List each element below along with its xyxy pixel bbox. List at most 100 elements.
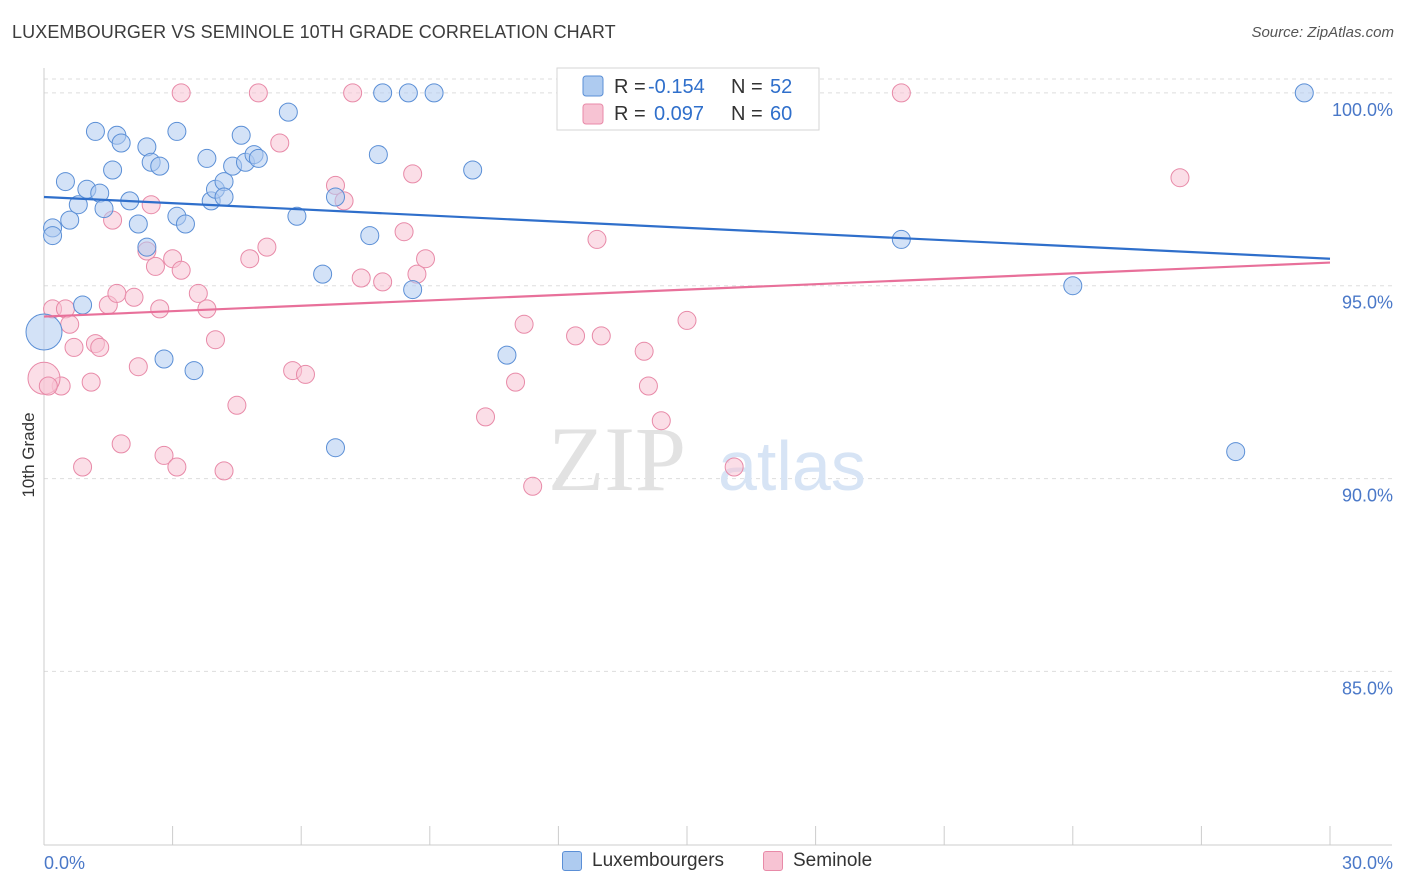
seminole-point bbox=[257, 237, 277, 257]
legend-n-label-2: N = bbox=[731, 103, 763, 125]
seminole-point bbox=[64, 337, 84, 357]
luxembourgers-point bbox=[167, 121, 187, 141]
luxembourgers-trend-line bbox=[43, 195, 1331, 260]
luxembourgers-points bbox=[25, 83, 1314, 462]
seminole-points bbox=[27, 83, 1190, 496]
legend-r-label-1: R = bbox=[614, 76, 646, 98]
luxembourgers-point bbox=[43, 226, 63, 246]
seminole-point bbox=[111, 434, 131, 454]
legend-r-label-2: R = bbox=[614, 103, 646, 125]
seminole-point bbox=[523, 476, 543, 496]
seminole-point bbox=[270, 133, 290, 153]
luxembourgers-point bbox=[248, 148, 268, 168]
y-tick-label: 95.0% bbox=[1342, 293, 1393, 313]
legend-n-value-1: 52 bbox=[770, 76, 792, 98]
seminole-point bbox=[634, 341, 654, 361]
luxembourgers-point bbox=[373, 83, 393, 103]
seminole-point bbox=[351, 268, 371, 288]
seminole-point bbox=[240, 249, 260, 269]
luxembourgers-point bbox=[1063, 276, 1083, 296]
seminole-point bbox=[373, 272, 393, 292]
luxembourgers-point bbox=[184, 361, 204, 381]
trend-lines bbox=[43, 195, 1331, 318]
legend-swatch-blue bbox=[582, 75, 604, 97]
legend-item-seminole: Seminole bbox=[763, 850, 872, 872]
legend-label-seminole: Seminole bbox=[793, 850, 873, 871]
luxembourgers-point bbox=[398, 83, 418, 103]
seminole-point bbox=[188, 283, 208, 303]
seminole-point bbox=[60, 314, 80, 334]
seminole-point bbox=[205, 330, 225, 350]
seminole-point bbox=[171, 83, 191, 103]
luxembourgers-point bbox=[231, 125, 251, 145]
seminole-point bbox=[891, 83, 911, 103]
legend-swatch-pink bbox=[582, 103, 604, 125]
x-tick-label: 30.0% bbox=[1342, 853, 1393, 873]
luxembourgers-point bbox=[1226, 442, 1246, 462]
watermark: ZIP atlas bbox=[548, 408, 866, 510]
seminole-point bbox=[248, 83, 268, 103]
luxembourgers-point bbox=[1294, 83, 1314, 103]
y-tick-label: 85.0% bbox=[1342, 678, 1393, 698]
luxembourgers-point bbox=[463, 160, 483, 180]
seminole-point bbox=[171, 260, 191, 280]
luxembourgers-point bbox=[287, 206, 307, 226]
luxembourgers-point bbox=[175, 214, 195, 234]
bottom-legend: Luxembourgers Seminole bbox=[0, 850, 1406, 880]
luxembourgers-point bbox=[55, 172, 75, 192]
luxembourgers-point bbox=[73, 295, 93, 315]
luxembourgers-point bbox=[368, 145, 388, 165]
luxembourgers-point bbox=[360, 226, 380, 246]
seminole-point bbox=[38, 376, 58, 396]
luxembourgers-swatch bbox=[562, 851, 582, 871]
seminole-point bbox=[227, 395, 247, 415]
seminole-point bbox=[124, 287, 144, 307]
seminole-point bbox=[394, 222, 414, 242]
seminole-point bbox=[724, 457, 744, 477]
seminole-point bbox=[677, 310, 697, 330]
seminole-point bbox=[128, 357, 148, 377]
seminole-point bbox=[514, 314, 534, 334]
luxembourgers-point bbox=[325, 187, 345, 207]
chart-title: LUXEMBOURGER VS SEMINOLE 10TH GRADE CORR… bbox=[12, 22, 616, 42]
luxembourgers-point bbox=[325, 438, 345, 458]
seminole-point bbox=[81, 372, 101, 392]
seminole-point bbox=[638, 376, 658, 396]
seminole-point bbox=[90, 337, 110, 357]
luxembourgers-point bbox=[68, 195, 88, 215]
seminole-point bbox=[214, 461, 234, 481]
seminole-point bbox=[1170, 168, 1190, 188]
x-tick-labels: 0.0% 30.0% bbox=[44, 853, 1393, 873]
seminole-point bbox=[154, 445, 174, 465]
y-axis-label: 10th Grade bbox=[19, 412, 38, 497]
seminole-point bbox=[651, 411, 671, 431]
luxembourgers-point bbox=[111, 133, 131, 153]
legend-r-value-2: 0.097 bbox=[654, 103, 704, 125]
seminole-point bbox=[506, 372, 526, 392]
luxembourgers-point bbox=[85, 121, 105, 141]
seminole-point bbox=[403, 164, 423, 184]
seminole-trend-line bbox=[43, 261, 1331, 318]
luxembourgers-point bbox=[25, 313, 63, 351]
luxembourgers-point bbox=[60, 210, 80, 230]
luxembourgers-point bbox=[103, 160, 123, 180]
legend-r-value-1: -0.154 bbox=[648, 76, 705, 98]
seminole-point bbox=[150, 299, 170, 319]
legend-box: R = -0.154 N = 52 R = 0.097 N = 60 bbox=[556, 67, 820, 131]
luxembourgers-point bbox=[150, 156, 170, 176]
luxembourgers-point bbox=[313, 264, 333, 284]
luxembourgers-point bbox=[154, 349, 174, 369]
luxembourgers-point bbox=[497, 345, 517, 365]
luxembourgers-point bbox=[94, 199, 114, 219]
seminole-point bbox=[476, 407, 496, 427]
seminole-point bbox=[167, 457, 187, 477]
source-label: Source: ZipAtlas.com bbox=[1251, 24, 1394, 41]
seminole-point bbox=[587, 229, 607, 249]
seminole-point bbox=[343, 83, 363, 103]
seminole-point bbox=[591, 326, 611, 346]
y-tick-label: 100.0% bbox=[1332, 100, 1393, 120]
legend-n-label-1: N = bbox=[731, 76, 763, 98]
seminole-point bbox=[416, 249, 436, 269]
luxembourgers-point bbox=[137, 237, 157, 257]
